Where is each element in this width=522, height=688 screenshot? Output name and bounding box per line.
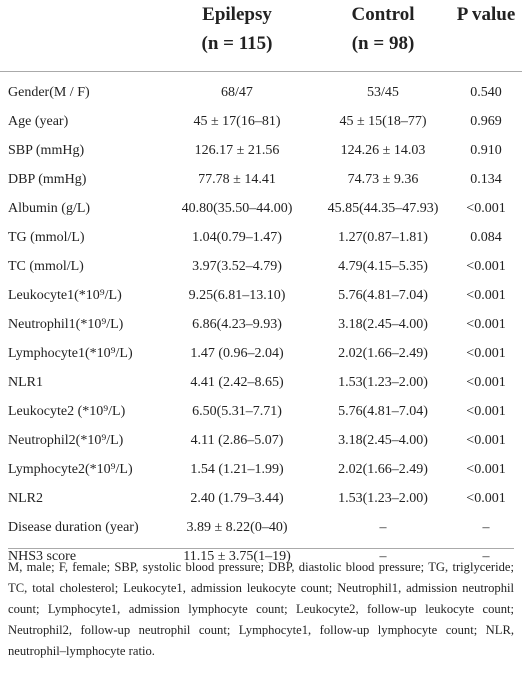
table-cell: 1.54 (1.21–1.99) [190,461,284,477]
table-row: Albumin (g/L) 40.80(35.50–44.00) 45.85(44.… [0,194,522,223]
table-row: DBP (mmHg) 77.78 ± 14.41 74.73 ± 9.36 0.134 [0,165,522,194]
table-cell: 2.40 (1.79–3.44) [190,490,284,506]
table-cell: 3.97(3.52–4.79) [192,258,282,274]
table-row: Leukocyte2 (*10⁹/L) 6.50(5.31–7.71) 5.76(4… [0,397,522,426]
table-cell: 53/45 [367,84,399,100]
header-cell [0,0,158,72]
table-cell: 4.11 (2.86–5.07) [190,432,284,448]
table-cell: 0.969 [470,113,502,129]
table-cell: <0.001 [466,403,506,419]
table-row: NLR1 4.41 (2.42–8.65) 1.53(1.23–2.00) <0.00… [0,368,522,397]
table-cell: 3.89 ± 8.22(0–40) [186,519,288,535]
row-label: NHS3 score [8,548,77,564]
table-cell: 4.79(4.15–5.35) [338,258,428,274]
table-row: NHS3 score 11.15 ± 3.75(1–19) – – [0,542,522,571]
table-cell: 77.78 ± 14.41 [198,171,276,187]
table-cell: 0.910 [470,142,502,158]
table-cell: 2.02(1.66–2.49) [338,345,428,361]
table-cell: – [482,548,490,564]
table-cell: <0.001 [466,461,506,477]
row-label: Leukocyte1(*10⁹/L) [8,287,122,303]
row-label: NLR2 [8,490,43,506]
table-row: TG (mmol/L) 1.04(0.79–1.47) 1.27(0.87–1.81… [0,223,522,252]
table-cell: 5.76(4.81–7.04) [338,287,428,303]
table-cell: 40.80(35.50–44.00) [181,200,293,216]
table-cell: 2.02(1.66–2.49) [338,461,428,477]
table-cell: 5.76(4.81–7.04) [338,403,428,419]
table-row: TC (mmol/L) 3.97(3.52–4.79) 4.79(4.15–5.35… [0,252,522,281]
table-cell: 4.41 (2.42–8.65) [190,374,284,390]
row-label: Lymphocyte1(*10⁹/L) [8,345,133,361]
row-label: Leukocyte2 (*10⁹/L) [8,403,126,419]
row-label: Gender(M / F) [8,84,90,100]
header-line: Control [351,4,415,25]
table-cell: 126.17 ± 21.56 [194,142,280,158]
row-label: TG (mmol/L) [8,229,85,245]
table-row: Disease duration (year) 3.89 ± 8.22(0–40)… [0,513,522,542]
header-line: Epilepsy [202,4,272,25]
table-cell: 74.73 ± 9.36 [347,171,419,187]
data-table: Epilepsy (n = 115) Control (n = 98) P value … [0,0,522,572]
table-cell: 6.86(4.23–9.93) [192,316,282,332]
table-cell: <0.001 [466,287,506,303]
table-cell: 45.85(44.35–47.93) [327,200,439,216]
row-label: Neutrophil2(*10⁹/L) [8,432,124,448]
table-row: NLR2 2.40 (1.79–3.44) 1.53(1.23–2.00) <0.00… [0,484,522,513]
row-label: Age (year) [8,113,69,129]
table-row: Neutrophil1(*10⁹/L) 6.86(4.23–9.93) 3.18(2… [0,310,522,339]
table-row: Leukocyte1(*10⁹/L) 9.25(6.81–13.10) 5.76(4… [0,281,522,310]
table-cell: 0.134 [470,171,502,187]
row-label: SBP (mmHg) [8,142,85,158]
table-cell: 1.53(1.23–2.00) [338,374,428,390]
header-cell: P value [450,0,522,72]
table-cell: 3.18(2.45–4.00) [338,316,428,332]
table-cell: 0.540 [470,84,502,100]
table-cell: 0.084 [470,229,502,245]
table-cell: 45 ± 17(16–81) [193,113,281,129]
header-row: Epilepsy (n = 115) Control (n = 98) P value [0,0,522,72]
table-cell: – [379,519,387,535]
row-label: DBP (mmHg) [8,171,87,187]
table-cell: – [482,519,490,535]
table-cell: 3.18(2.45–4.00) [338,432,428,448]
table-cell: <0.001 [466,316,506,332]
row-label: NLR1 [8,374,43,390]
table-cell: 68/47 [221,84,253,100]
footnote: M, male; F, female; SBP, systolic blood … [8,548,514,662]
table-row: SBP (mmHg) 126.17 ± 21.56 124.26 ± 14.03 0.… [0,136,522,165]
table-cell: 11.15 ± 3.75(1–19) [183,548,291,564]
header-line: P value [456,4,516,25]
header-cell: Control (n = 98) [316,0,450,72]
table-cell: 1.47 (0.96–2.04) [190,345,284,361]
table-row: Lymphocyte2(*10⁹/L) 1.54 (1.21–1.99) 2.02(… [0,455,522,484]
table-cell: – [379,548,387,564]
table-row: Neutrophil2(*10⁹/L) 4.11 (2.86–5.07) 3.18(… [0,426,522,455]
table-row: Lymphocyte1(*10⁹/L) 1.47 (0.96–2.04) 2.02(… [0,339,522,368]
table-cell: <0.001 [466,374,506,390]
row-label: Albumin (g/L) [8,200,91,216]
table-cell: 1.53(1.23–2.00) [338,490,428,506]
table-cell: 9.25(6.81–13.10) [188,287,286,303]
row-label: Lymphocyte2(*10⁹/L) [8,461,133,477]
table-cell: 6.50(5.31–7.71) [192,403,282,419]
row-label: Disease duration (year) [8,519,139,535]
table-cell: 45 ± 15(18–77) [339,113,427,129]
table-row: Age (year) 45 ± 17(16–81) 45 ± 15(18–77) 0.… [0,107,522,136]
header-cell: Epilepsy (n = 115) [158,0,316,72]
table-body: Gender(M / F) 68/47 53/45 0.540 Age (year) 45… [0,72,522,572]
table-cell: <0.001 [466,490,506,506]
row-label: Neutrophil1(*10⁹/L) [8,316,124,332]
table-cell: <0.001 [466,432,506,448]
header-line: (n = 115) [201,33,273,54]
table-cell: 124.26 ± 14.03 [340,142,426,158]
table-cell: <0.001 [466,200,506,216]
row-label: TC (mmol/L) [8,258,84,274]
table-cell: 1.27(0.87–1.81) [338,229,428,245]
table-row: Gender(M / F) 68/47 53/45 0.540 [0,72,522,108]
table-cell: 1.04(0.79–1.47) [192,229,282,245]
table-cell: <0.001 [466,258,506,274]
header-line: (n = 98) [351,33,415,54]
table-cell: <0.001 [466,345,506,361]
